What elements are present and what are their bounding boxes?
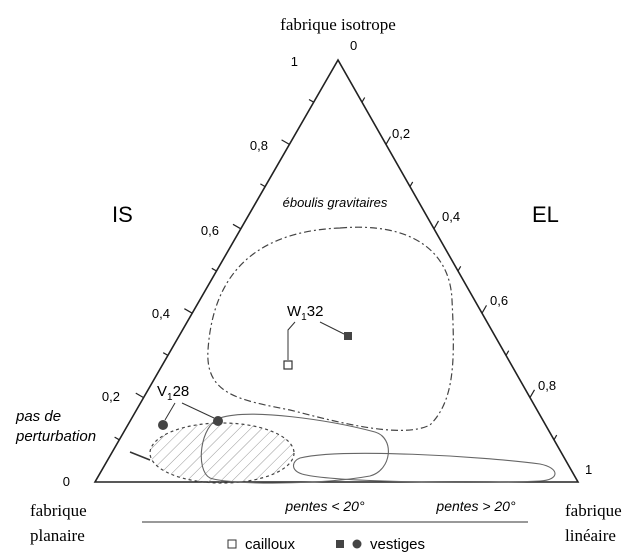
zone-pas-de-perturbation xyxy=(149,422,295,484)
tick-label: 0,8 xyxy=(538,378,556,393)
label: IS xyxy=(112,202,133,227)
legend-label: vestiges xyxy=(370,536,425,553)
tick xyxy=(529,389,536,398)
label: planaire xyxy=(30,526,85,545)
label: V128 xyxy=(157,383,189,403)
leader xyxy=(181,402,215,419)
leader xyxy=(287,321,296,360)
label: fabrique isotrope xyxy=(280,15,396,34)
tick-label: 0,4 xyxy=(152,306,170,321)
tick xyxy=(433,220,440,230)
point-cailloux xyxy=(283,360,293,370)
tick-label: 0,8 xyxy=(250,138,268,153)
tick xyxy=(281,139,290,145)
tick xyxy=(135,392,144,399)
label: 1 xyxy=(301,312,307,323)
label: W132 xyxy=(287,303,323,323)
tick xyxy=(260,183,266,188)
label: linéaire xyxy=(565,526,616,545)
tick xyxy=(184,308,193,314)
point-vestiges xyxy=(213,416,223,426)
label: 0 xyxy=(350,38,357,53)
label: V xyxy=(157,383,167,400)
tick-label: 0,4 xyxy=(442,209,460,224)
legend-swatch xyxy=(227,539,237,549)
label: EL xyxy=(532,202,559,227)
tick xyxy=(308,98,314,103)
leader xyxy=(164,402,176,421)
tick-label: 0 xyxy=(63,474,70,489)
leader xyxy=(129,451,151,461)
tick xyxy=(114,436,120,441)
tick xyxy=(232,223,242,230)
tick-label: 0,6 xyxy=(490,293,508,308)
zone-pentes-lt-20 xyxy=(200,413,389,484)
leader xyxy=(319,321,345,335)
legend-swatch xyxy=(352,539,362,549)
label: pas de xyxy=(15,408,61,425)
legend-label: cailloux xyxy=(245,536,296,553)
label: 32 xyxy=(307,303,324,320)
label: perturbation xyxy=(15,428,96,445)
tick xyxy=(385,136,392,145)
tick xyxy=(211,267,217,272)
label: fabrique xyxy=(30,501,87,520)
label: pentes < 20° xyxy=(284,498,365,514)
tick-label: 0,2 xyxy=(392,126,410,141)
label: fabrique xyxy=(565,501,622,520)
zone-pentes-gt-20 xyxy=(292,452,556,483)
label: W xyxy=(287,303,302,320)
label: 1 xyxy=(167,392,173,403)
legend-swatch xyxy=(336,540,344,548)
zone-eboulis xyxy=(207,226,454,431)
tick-label: 0,2 xyxy=(102,389,120,404)
tick xyxy=(162,352,169,356)
tick xyxy=(481,305,488,314)
label: éboulis gravitaires xyxy=(283,195,388,210)
triangle xyxy=(93,58,580,483)
point-vestiges xyxy=(344,332,352,340)
tick-label: 1 xyxy=(585,462,592,477)
label: pentes > 20° xyxy=(435,498,516,514)
label: 28 xyxy=(173,383,190,400)
tick-label: 0,6 xyxy=(201,223,219,238)
tick-label: 1 xyxy=(291,54,298,69)
point-vestiges xyxy=(158,420,168,430)
